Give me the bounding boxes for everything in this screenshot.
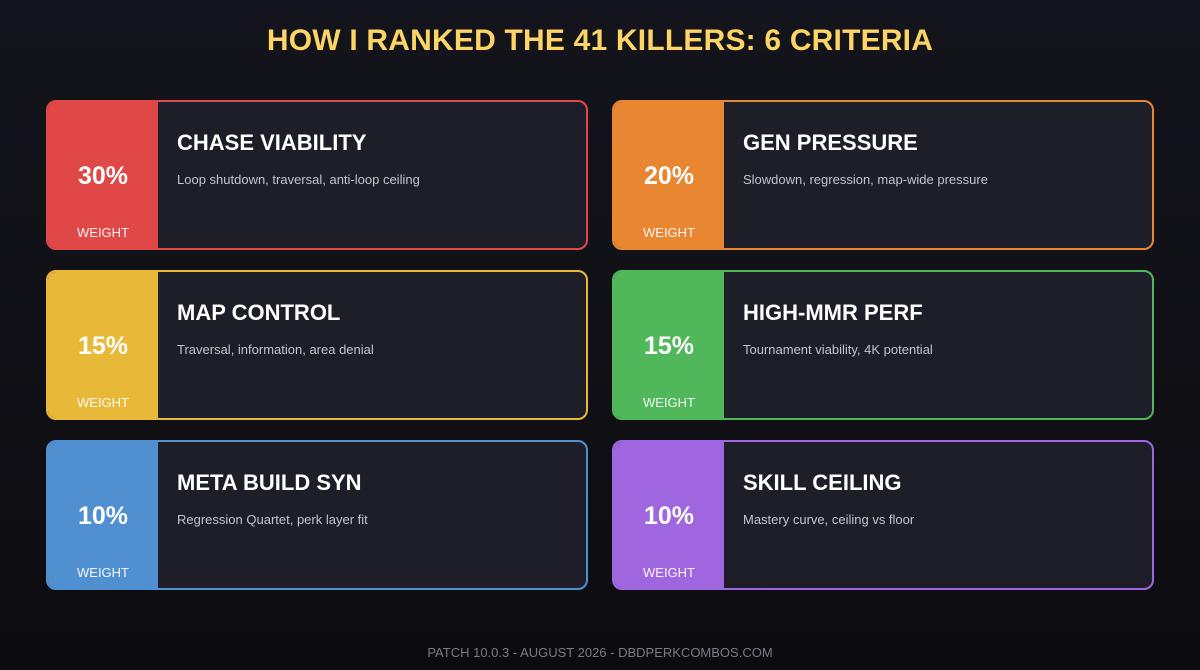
weight-percent: 20% (643, 162, 695, 190)
weight-panel: 10% WEIGHT (48, 442, 158, 588)
criterion-title: MAP CONTROL (177, 300, 341, 325)
weight-label: WEIGHT (643, 395, 695, 410)
weight-panel: 15% WEIGHT (614, 272, 724, 418)
weight-percent: 15% (77, 332, 129, 360)
criterion-description: Traversal, information, area denial (177, 342, 374, 357)
footer-credit: PATCH 10.0.3 - AUGUST 2026 - DBDPERKCOMB… (427, 645, 773, 660)
criterion-title: HIGH-MMR PERF (743, 300, 923, 325)
criterion-description: Slowdown, regression, map-wide pressure (743, 172, 988, 187)
criterion-card-meta-build-syn: 10% WEIGHT META BUILD SYN Regression Qua… (46, 440, 588, 590)
weight-panel: 15% WEIGHT (48, 272, 158, 418)
weight-percent: 10% (643, 502, 695, 530)
criterion-card-skill-ceiling: 10% WEIGHT SKILL CEILING Mastery curve, … (612, 440, 1154, 590)
criterion-card-gen-pressure: 20% WEIGHT GEN PRESSURE Slowdown, regres… (612, 100, 1154, 250)
weight-panel: 30% WEIGHT (48, 102, 158, 248)
weight-percent: 30% (77, 162, 129, 190)
criterion-description: Tournament viability, 4K potential (743, 342, 933, 357)
criterion-card-map-control: 15% WEIGHT MAP CONTROL Traversal, inform… (46, 270, 588, 420)
weight-label: WEIGHT (643, 225, 695, 240)
weight-panel: 20% WEIGHT (614, 102, 724, 248)
weight-percent: 10% (77, 502, 129, 530)
criterion-title: META BUILD SYN (177, 470, 362, 495)
criterion-description: Mastery curve, ceiling vs floor (743, 512, 915, 527)
criterion-title: GEN PRESSURE (743, 130, 918, 155)
criterion-description: Regression Quartet, perk layer fit (177, 512, 368, 527)
weight-label: WEIGHT (77, 565, 129, 580)
criterion-title: CHASE VIABILITY (177, 130, 367, 155)
weight-label: WEIGHT (77, 395, 129, 410)
criterion-description: Loop shutdown, traversal, anti-loop ceil… (177, 172, 420, 187)
weight-percent: 15% (643, 332, 695, 360)
weight-label: WEIGHT (643, 565, 695, 580)
criterion-card-high-mmr-perf: 15% WEIGHT HIGH-MMR PERF Tournament viab… (612, 270, 1154, 420)
criterion-card-chase-viability: 30% WEIGHT CHASE VIABILITY Loop shutdown… (46, 100, 588, 250)
criterion-title: SKILL CEILING (743, 470, 902, 495)
weight-label: WEIGHT (77, 225, 129, 240)
weight-panel: 10% WEIGHT (614, 442, 724, 588)
page-title: HOW I RANKED THE 41 KILLERS: 6 CRITERIA (266, 24, 934, 57)
